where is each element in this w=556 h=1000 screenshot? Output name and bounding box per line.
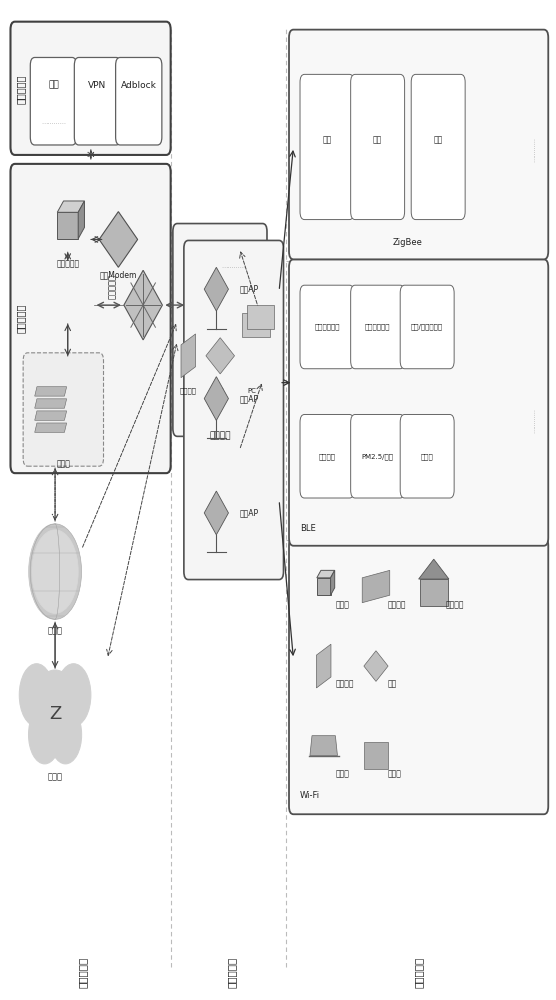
Polygon shape bbox=[364, 651, 388, 681]
Text: ZigBee: ZigBee bbox=[393, 238, 423, 247]
Text: Adblock: Adblock bbox=[121, 81, 157, 90]
Text: 平板: 平板 bbox=[388, 679, 398, 688]
Text: 平板: 平板 bbox=[216, 387, 225, 394]
Text: 智能AP: 智能AP bbox=[240, 285, 259, 294]
Polygon shape bbox=[124, 270, 162, 340]
Text: 可穿戴: 可穿戴 bbox=[421, 453, 434, 460]
FancyBboxPatch shape bbox=[11, 22, 171, 155]
Text: 以太网总线: 以太网总线 bbox=[108, 274, 117, 299]
Text: 摄像头: 摄像头 bbox=[388, 769, 402, 778]
Polygon shape bbox=[34, 411, 67, 420]
Text: BLE: BLE bbox=[300, 524, 316, 533]
Polygon shape bbox=[204, 377, 229, 420]
Polygon shape bbox=[317, 570, 335, 578]
Polygon shape bbox=[316, 644, 331, 688]
Text: 智能电视: 智能电视 bbox=[388, 600, 406, 609]
Text: VPN: VPN bbox=[88, 81, 107, 90]
Text: Z: Z bbox=[49, 705, 61, 723]
Text: 智能AP: 智能AP bbox=[240, 508, 259, 517]
Text: 混合云平台: 混合云平台 bbox=[78, 957, 88, 988]
Circle shape bbox=[49, 705, 82, 764]
Circle shape bbox=[56, 664, 91, 726]
Text: 用户入口: 用户入口 bbox=[210, 431, 231, 440]
Text: 异构物联层: 异构物联层 bbox=[226, 957, 236, 988]
Polygon shape bbox=[34, 399, 67, 408]
FancyBboxPatch shape bbox=[289, 259, 548, 546]
Text: 地膜: 地膜 bbox=[322, 136, 331, 145]
FancyBboxPatch shape bbox=[75, 57, 121, 145]
Text: 灯光: 灯光 bbox=[434, 136, 443, 145]
Circle shape bbox=[19, 664, 54, 726]
Text: 温湿度传感器: 温湿度传感器 bbox=[365, 324, 390, 330]
FancyBboxPatch shape bbox=[184, 240, 284, 580]
FancyBboxPatch shape bbox=[289, 538, 548, 814]
Text: 智能手机: 智能手机 bbox=[336, 679, 354, 688]
Polygon shape bbox=[34, 387, 67, 396]
Text: 智能弱电箱: 智能弱电箱 bbox=[16, 303, 26, 333]
Text: 智能硬件层: 智能硬件层 bbox=[413, 957, 423, 988]
Polygon shape bbox=[99, 212, 138, 267]
Text: …………: ………… bbox=[221, 264, 246, 269]
Circle shape bbox=[32, 530, 78, 613]
Text: 蓝牙智能控器: 蓝牙智能控器 bbox=[314, 324, 340, 330]
Polygon shape bbox=[57, 212, 78, 239]
Text: 迅雷: 迅雷 bbox=[48, 81, 59, 90]
Text: 火警/烟雾传感器: 火警/烟雾传感器 bbox=[411, 324, 443, 330]
Text: 互联网: 互联网 bbox=[48, 627, 63, 636]
FancyBboxPatch shape bbox=[173, 224, 267, 436]
Polygon shape bbox=[206, 338, 235, 374]
Text: …………: ………… bbox=[532, 137, 537, 162]
Text: 防火墙: 防火墙 bbox=[56, 459, 70, 468]
Polygon shape bbox=[419, 559, 449, 579]
Polygon shape bbox=[78, 201, 85, 239]
Text: PM2.5/甲醛: PM2.5/甲醛 bbox=[361, 453, 394, 460]
FancyBboxPatch shape bbox=[300, 285, 354, 369]
Polygon shape bbox=[238, 321, 265, 345]
Polygon shape bbox=[247, 305, 274, 329]
Text: 游戏盒子: 游戏盒子 bbox=[446, 600, 464, 609]
Text: 公有云: 公有云 bbox=[48, 772, 63, 781]
FancyBboxPatch shape bbox=[11, 164, 171, 473]
Circle shape bbox=[29, 524, 82, 619]
Polygon shape bbox=[420, 579, 448, 606]
Circle shape bbox=[31, 670, 80, 758]
Text: 宽带Modem: 宽带Modem bbox=[100, 271, 137, 280]
Polygon shape bbox=[242, 313, 270, 337]
FancyBboxPatch shape bbox=[400, 414, 454, 498]
Text: 笔记本: 笔记本 bbox=[336, 769, 350, 778]
Text: …………: ………… bbox=[532, 408, 537, 433]
Polygon shape bbox=[204, 491, 229, 535]
Polygon shape bbox=[317, 578, 331, 595]
FancyBboxPatch shape bbox=[289, 30, 548, 259]
Text: PC: PC bbox=[247, 388, 256, 394]
Polygon shape bbox=[34, 423, 67, 432]
Polygon shape bbox=[181, 334, 196, 378]
FancyBboxPatch shape bbox=[351, 74, 405, 220]
FancyBboxPatch shape bbox=[116, 57, 162, 145]
Circle shape bbox=[28, 705, 61, 764]
FancyBboxPatch shape bbox=[300, 74, 354, 220]
Text: 蓝牙音箱: 蓝牙音箱 bbox=[319, 453, 335, 460]
FancyBboxPatch shape bbox=[23, 353, 103, 466]
Polygon shape bbox=[364, 742, 388, 769]
FancyBboxPatch shape bbox=[400, 285, 454, 369]
FancyBboxPatch shape bbox=[351, 414, 405, 498]
Text: 智能AP: 智能AP bbox=[240, 394, 259, 403]
FancyBboxPatch shape bbox=[351, 285, 405, 369]
Text: 家庭云中心: 家庭云中心 bbox=[56, 260, 80, 269]
Text: 打印机: 打印机 bbox=[336, 600, 350, 609]
Polygon shape bbox=[362, 570, 390, 603]
Text: 智能手机: 智能手机 bbox=[180, 387, 197, 394]
FancyBboxPatch shape bbox=[300, 414, 354, 498]
Text: 第三方服务: 第三方服务 bbox=[16, 75, 26, 104]
Polygon shape bbox=[331, 570, 335, 595]
Polygon shape bbox=[310, 736, 337, 756]
Text: …………: ………… bbox=[41, 120, 66, 125]
Text: 安防: 安防 bbox=[373, 136, 383, 145]
Polygon shape bbox=[204, 267, 229, 311]
FancyBboxPatch shape bbox=[30, 57, 77, 145]
Text: Wi-Fi: Wi-Fi bbox=[300, 791, 320, 800]
Polygon shape bbox=[57, 201, 85, 212]
FancyBboxPatch shape bbox=[411, 74, 465, 220]
